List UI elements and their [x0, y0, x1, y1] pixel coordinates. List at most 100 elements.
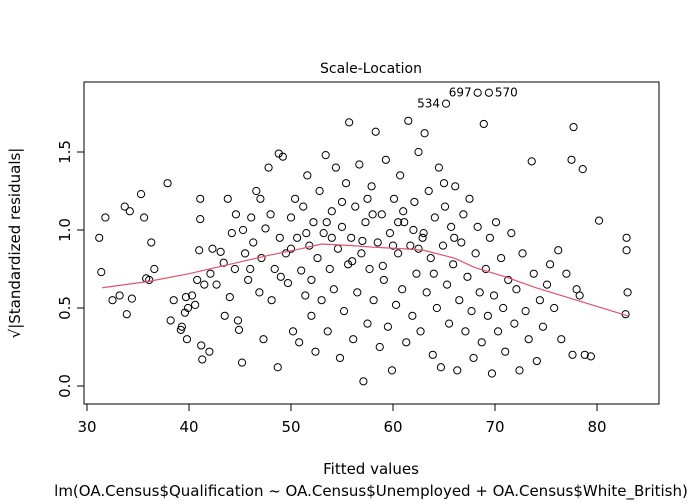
point-label: 570 — [495, 86, 518, 100]
data-point — [477, 338, 486, 347]
data-point — [319, 229, 328, 238]
data-point — [569, 122, 578, 132]
data-point — [515, 366, 524, 375]
data-point — [195, 246, 204, 255]
data-point — [389, 194, 399, 203]
data-point — [594, 216, 604, 225]
data-point — [493, 327, 503, 336]
data-point — [512, 285, 521, 294]
data-point — [457, 238, 466, 247]
data-point — [475, 288, 484, 297]
data-point — [325, 264, 334, 274]
data-point — [391, 300, 401, 309]
data-point — [439, 179, 449, 188]
data-point — [177, 322, 186, 331]
data-point — [355, 160, 364, 169]
data-point — [302, 229, 311, 238]
data-point — [554, 246, 563, 255]
x-tick-label: 40 — [179, 418, 198, 436]
data-point — [122, 310, 131, 319]
data-point — [471, 249, 480, 258]
data-point — [359, 377, 368, 386]
data-point — [233, 316, 243, 325]
data-point — [361, 218, 370, 227]
y-tick-label: 0.0 — [56, 374, 74, 398]
data-point — [212, 280, 221, 289]
data-point — [341, 179, 351, 188]
data-point — [375, 342, 384, 352]
data-point — [404, 116, 413, 125]
data-point — [187, 291, 197, 300]
data-point — [249, 238, 258, 247]
data-point — [290, 194, 300, 203]
data-point — [527, 157, 536, 166]
data-point — [451, 182, 460, 191]
data-point — [351, 202, 360, 211]
data-point — [440, 202, 450, 211]
data-point — [305, 241, 314, 250]
data-point — [225, 292, 234, 302]
data-point — [381, 155, 390, 164]
data-point — [578, 165, 587, 174]
data-point — [429, 269, 438, 278]
data-point — [337, 197, 347, 207]
data-point — [426, 253, 435, 263]
data-point — [163, 179, 172, 188]
data-point — [261, 224, 270, 233]
data-point — [198, 355, 207, 364]
data-point — [409, 225, 418, 235]
data-point — [383, 322, 392, 331]
y-tick-label: 1.5 — [56, 140, 74, 164]
data-point — [230, 264, 239, 274]
data-point — [193, 275, 202, 285]
smooth-line — [102, 243, 628, 317]
data-point — [521, 307, 530, 316]
data-point — [622, 246, 631, 255]
data-point — [379, 275, 388, 285]
data-point — [227, 229, 236, 238]
data-point — [467, 307, 476, 316]
data-point — [275, 233, 284, 242]
data-point — [535, 296, 544, 305]
data-point — [507, 229, 516, 238]
data-point — [264, 163, 273, 172]
data-point — [455, 296, 464, 305]
data-point — [255, 288, 264, 297]
data-point — [281, 249, 290, 258]
data-point — [247, 213, 256, 222]
data-point — [438, 241, 448, 250]
data-point — [313, 253, 322, 263]
data-point — [216, 247, 225, 256]
data-point — [208, 244, 217, 253]
data-point — [147, 238, 156, 247]
data-point — [196, 194, 205, 203]
data-point — [491, 218, 501, 227]
data-point — [369, 296, 378, 305]
data-point — [447, 222, 456, 231]
data-point — [97, 268, 106, 277]
data-point — [293, 233, 302, 242]
data-point — [461, 327, 470, 336]
data-point — [441, 99, 451, 108]
data-point — [408, 311, 417, 320]
data-point — [473, 88, 482, 97]
data-point — [562, 269, 571, 278]
data-point — [400, 218, 409, 227]
data-point — [419, 229, 428, 238]
data-point — [378, 261, 387, 270]
data-point — [410, 197, 419, 207]
data-point — [125, 207, 134, 216]
data-point — [406, 241, 415, 250]
data-point — [586, 352, 595, 361]
data-point — [276, 272, 285, 281]
data-point — [321, 151, 330, 160]
data-point — [108, 296, 117, 305]
data-point — [241, 249, 250, 258]
data-point — [485, 233, 494, 242]
data-point — [387, 366, 397, 375]
data-point — [550, 303, 559, 313]
data-point — [183, 303, 193, 313]
data-point — [504, 275, 513, 285]
data-point — [453, 366, 462, 375]
data-point — [309, 218, 318, 227]
